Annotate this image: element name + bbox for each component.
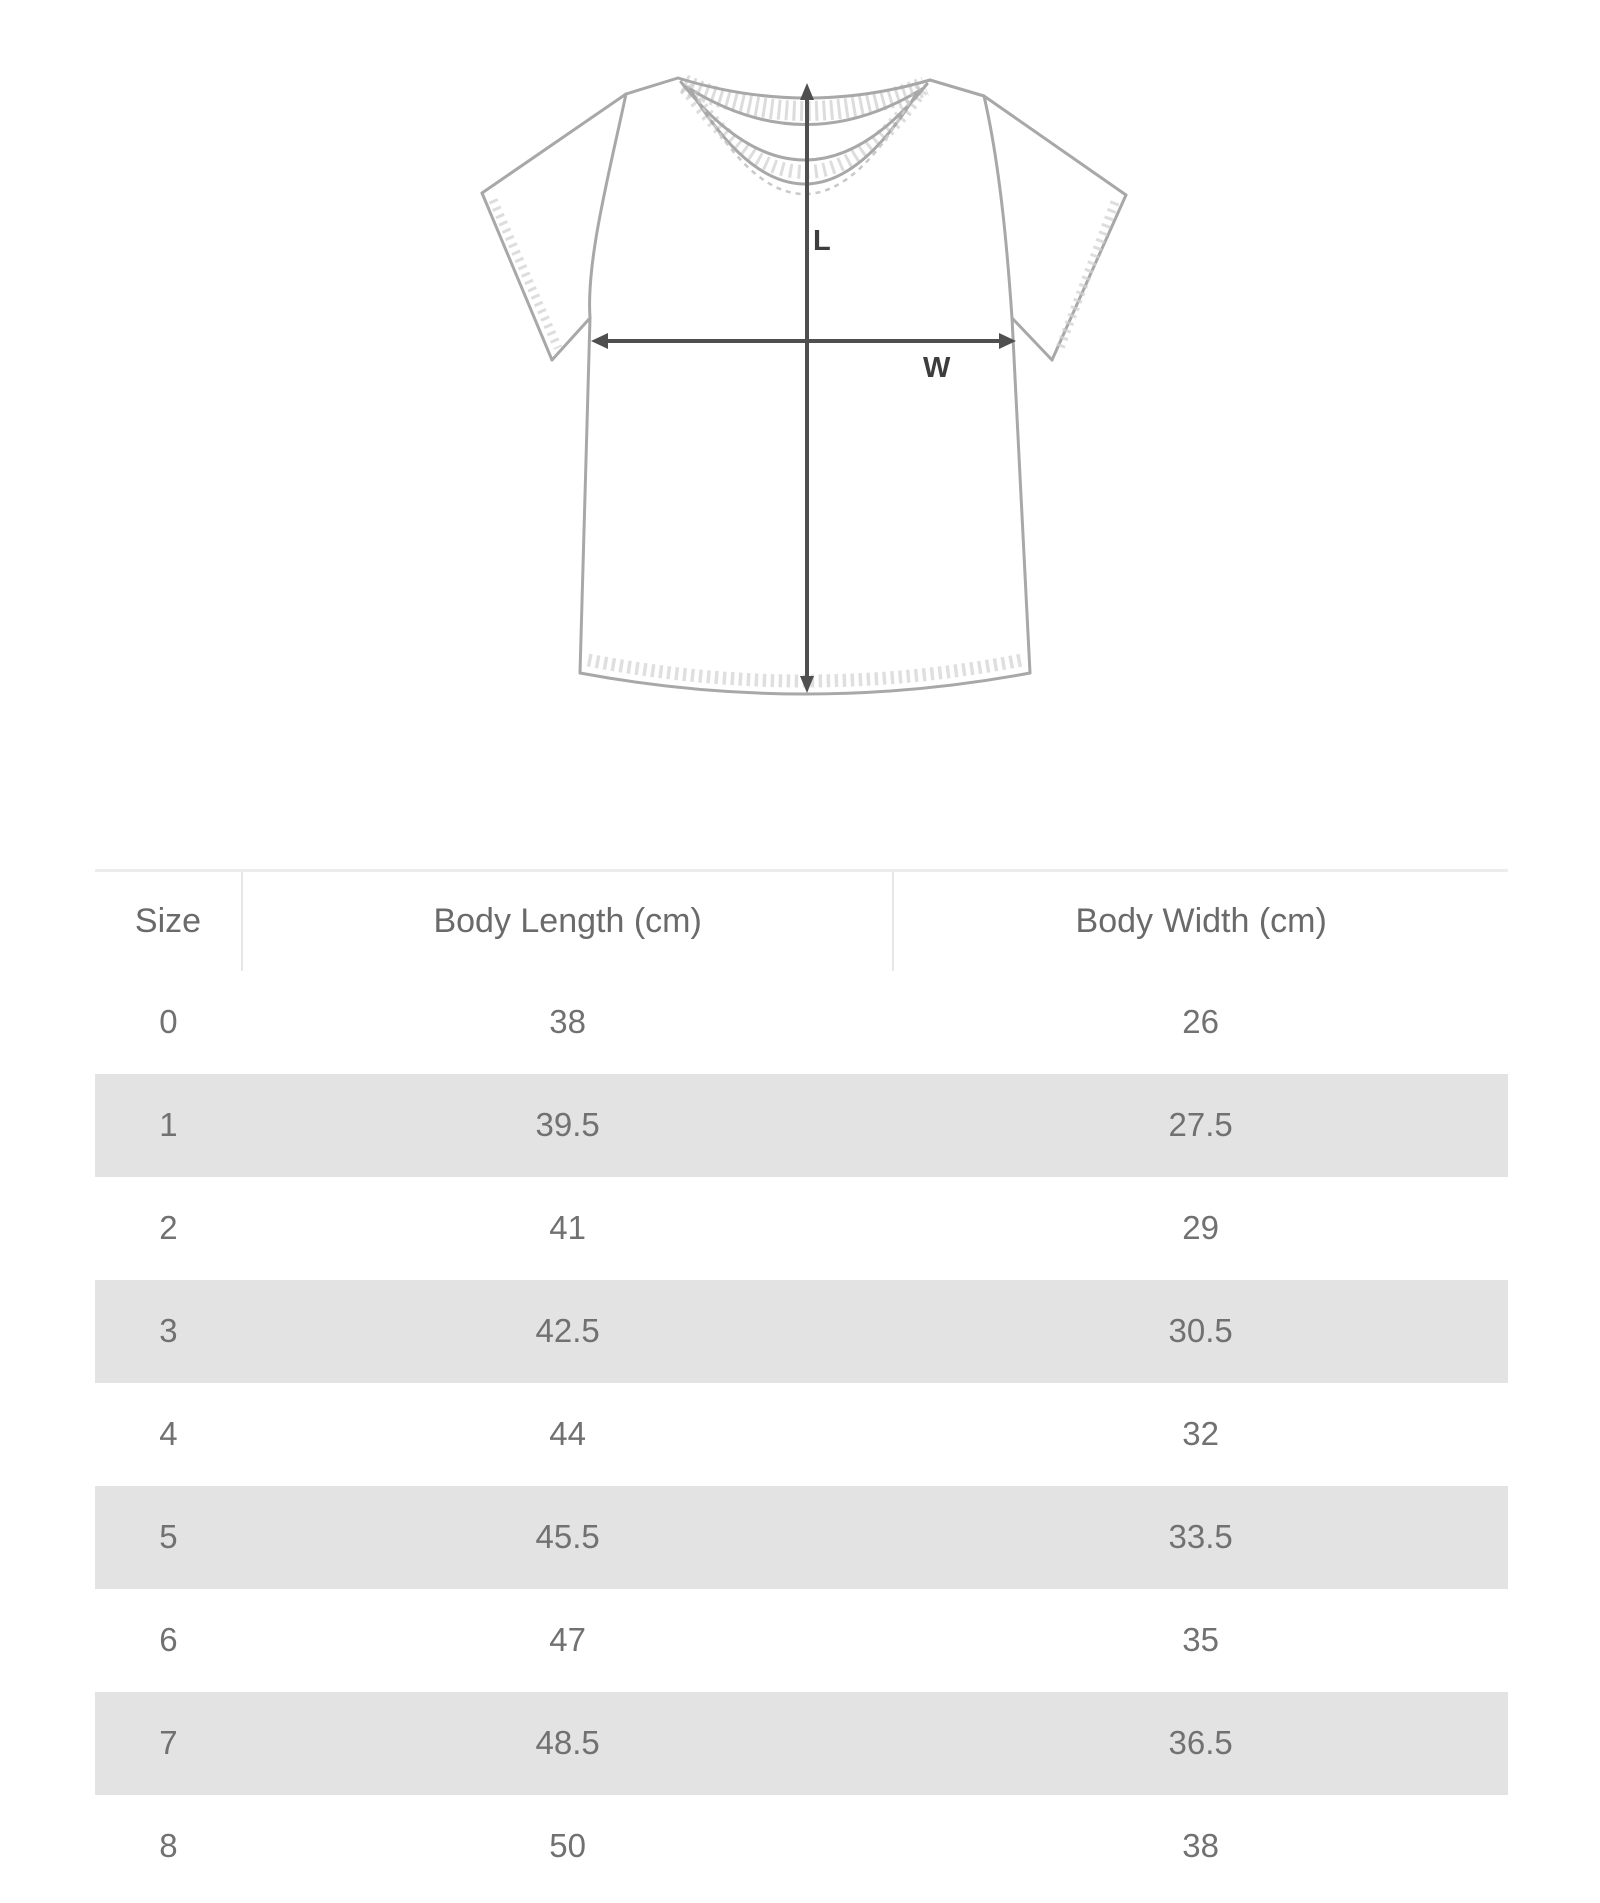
right-shoulder-edge: [928, 78, 1128, 197]
size-cell: 2: [159, 1209, 178, 1246]
body-width-cell: 32: [1182, 1415, 1220, 1452]
table-row: 4 44 32: [95, 1383, 1508, 1486]
left-shoulder-edge: [480, 76, 680, 195]
back-collar-bottom-edge: [685, 85, 924, 126]
width-arrow-right-head: [999, 333, 1016, 349]
size-cell: 1: [159, 1106, 178, 1143]
right-armhole-seam: [982, 94, 1014, 320]
left-sleeve-stitch-dots: [488, 198, 563, 350]
body-length-cell: 39.5: [535, 1106, 600, 1143]
body-length-cell: 45.5: [535, 1518, 600, 1555]
body-length-cell: 44: [549, 1415, 586, 1452]
body-length-cell: 42.5: [535, 1312, 600, 1349]
table-row: 3 42.5 30.5: [95, 1279, 1508, 1383]
right-sleeve-hem-edge: [1050, 193, 1128, 362]
size-cell: 7: [159, 1724, 178, 1761]
body-right-edge: [1010, 316, 1032, 675]
table-row: 6 47 35: [95, 1589, 1508, 1692]
right-sleeve-stitch-dots: [1055, 200, 1120, 350]
size-cell: 8: [159, 1827, 178, 1864]
size-cell: 4: [159, 1415, 178, 1452]
table-row: 7 48.5 36.5: [95, 1691, 1508, 1795]
left-sleeve-hem-edge: [480, 191, 554, 362]
width-arrow-left-head: [591, 333, 608, 349]
table-row: 8 50 38: [95, 1795, 1508, 1898]
column-header-body-length: Body Length (cm): [240, 870, 894, 971]
body-width-cell: 27.5: [1168, 1106, 1233, 1143]
body-length-cell: 48.5: [535, 1724, 600, 1761]
column-header-size: Size: [134, 901, 202, 940]
column-header-body-width: Body Width (cm): [892, 870, 1508, 971]
size-chart-body: 0 38 26 1 39.5 27.5 2 41 29 3 42.5 30.5 4 44 32 5 45.5 33…: [95, 971, 1508, 1898]
body-length-cell: 38: [549, 1003, 586, 1040]
size-cell: 6: [159, 1621, 178, 1658]
collar: [676, 74, 932, 196]
tshirt-outline: [480, 76, 1128, 696]
front-collar-stitch-line: [696, 98, 912, 196]
front-collar-top-edge: [679, 80, 929, 162]
body-length-cell: 47: [549, 1621, 586, 1658]
body-left-edge: [578, 316, 592, 675]
body-width-cell: 35: [1182, 1621, 1220, 1658]
width-measurement-arrow: W: [591, 333, 1016, 384]
size-guide-diagram-section: L W: [0, 0, 1600, 760]
length-arrow-bottom-head: [800, 676, 814, 693]
bottom-hem-edge: [578, 671, 1032, 696]
body-length-cell: 41: [549, 1209, 586, 1246]
size-chart-header: Size Body Length (cm) Body Width (cm): [95, 870, 1508, 971]
length-label: L: [813, 225, 831, 257]
back-collar-rib-texture: [679, 74, 929, 121]
body-width-cell: 36.5: [1168, 1724, 1233, 1761]
length-measurement-arrow: L: [800, 83, 831, 693]
right-underarm-seam: [1010, 316, 1054, 362]
body-width-cell: 26: [1182, 1003, 1220, 1040]
body-width-cell: 30.5: [1168, 1312, 1233, 1349]
size-chart-table: Size Body Length (cm) Body Width (cm) 0 3…: [95, 869, 1508, 1898]
length-arrow-top-head: [800, 83, 814, 100]
front-collar-bottom-edge: [689, 89, 919, 186]
body-length-cell: 50: [549, 1827, 586, 1864]
width-label: W: [923, 352, 951, 384]
body-width-cell: 33.5: [1168, 1518, 1233, 1555]
table-row: 2 41 29: [95, 1177, 1508, 1280]
body-width-cell: 29: [1182, 1209, 1220, 1246]
header-row: Size Body Length (cm) Body Width (cm): [95, 870, 1508, 971]
size-cell: 5: [159, 1518, 178, 1555]
left-armhole-seam: [588, 92, 628, 320]
table-row: 5 45.5 33.5: [95, 1485, 1508, 1589]
size-chart-section: Size Body Length (cm) Body Width (cm) 0 3…: [95, 869, 1508, 1898]
body-width-cell: 38: [1182, 1827, 1220, 1864]
tshirt-measurement-diagram: L W: [480, 74, 1128, 696]
size-cell: 0: [159, 1003, 178, 1040]
table-row: 0 38 26: [95, 971, 1508, 1074]
table-row: 1 39.5 27.5: [95, 1073, 1508, 1177]
left-underarm-seam: [550, 316, 592, 362]
size-cell: 3: [159, 1312, 178, 1349]
